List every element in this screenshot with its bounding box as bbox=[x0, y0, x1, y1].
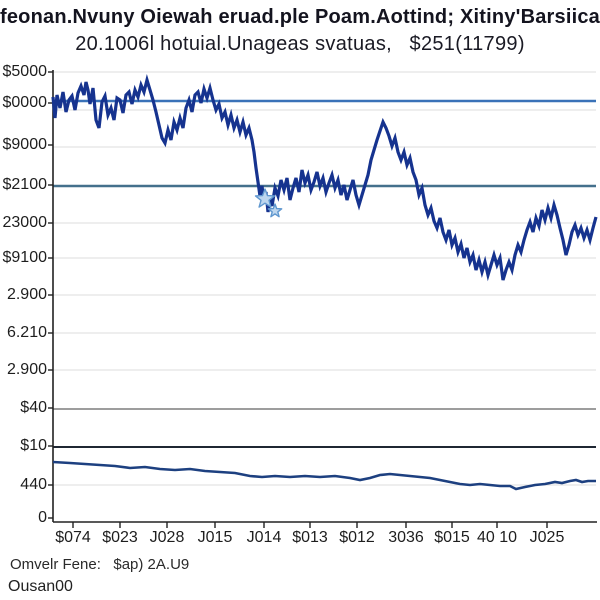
x-axis-label: J028 bbox=[149, 529, 185, 546]
y-axis-label: 2.900 bbox=[6, 361, 47, 378]
chart-title-line2: 20.1006l hotuial.Unageas svatuas, $251(1… bbox=[75, 33, 525, 55]
x-axis-label: 40 10 bbox=[476, 529, 518, 546]
star-marker bbox=[254, 188, 276, 208]
x-axis-label: $015 bbox=[434, 529, 470, 546]
y-axis-label: 2.900 bbox=[6, 286, 47, 303]
y-axis-label: 440 bbox=[20, 476, 47, 493]
chart-title-line1: feonan.Nvuny Oiewah eruad.ple Poam.Aotti… bbox=[0, 6, 600, 28]
x-axis-label: $012 bbox=[339, 529, 375, 546]
y-axis-label: $40 bbox=[20, 399, 47, 416]
y-axis-label: $2100 bbox=[2, 176, 48, 193]
chart-footnote-source: Omvelr Fene: $ap) 2A.U9 bbox=[10, 556, 190, 573]
x-axis-label: $013 bbox=[292, 529, 328, 546]
star-marker bbox=[267, 203, 283, 218]
y-axis-label: $0000 bbox=[2, 94, 48, 111]
y-axis-label: 0 bbox=[38, 509, 47, 526]
x-axis-label: J014 bbox=[246, 529, 282, 546]
x-axis-label: J025 bbox=[529, 529, 565, 546]
y-axis-label: $9100 bbox=[2, 249, 48, 266]
x-axis-label: 3036 bbox=[388, 529, 424, 546]
lower-series bbox=[52, 460, 596, 491]
x-axis-label: $023 bbox=[102, 529, 138, 546]
y-axis-label: $10 bbox=[20, 437, 47, 454]
y-axis-label: $5000 bbox=[2, 63, 48, 80]
price-series bbox=[51, 73, 598, 282]
y-axis-label: 6.210 bbox=[6, 324, 47, 341]
y-axis-label: 23000 bbox=[2, 214, 48, 231]
chart-footnote-caption: Ousan00 bbox=[8, 578, 73, 595]
y-axis-label: $9000 bbox=[2, 136, 48, 153]
x-axis-label: $074 bbox=[55, 529, 91, 546]
x-axis-label: J015 bbox=[197, 529, 233, 546]
